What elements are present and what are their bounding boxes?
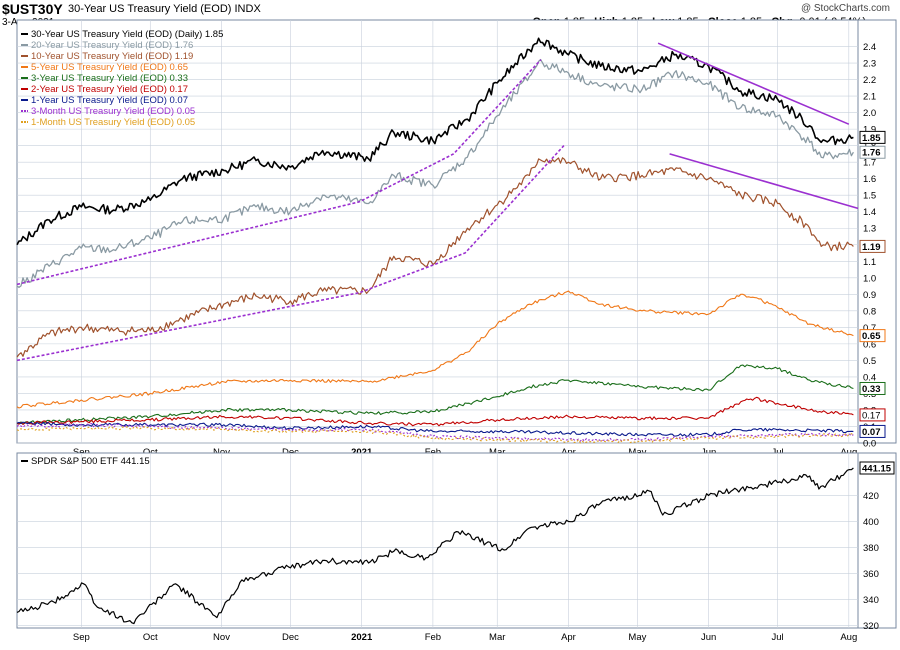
y-tick-label: 0.7 (863, 323, 876, 334)
legend: 30-Year US Treasury Yield (EOD) (Daily) … (21, 29, 223, 128)
last-value-box (859, 461, 895, 475)
last-value-box (859, 329, 886, 343)
price-axis (857, 19, 897, 444)
y-tick-label: 1.4 (863, 207, 876, 218)
y-tick-label: 2.2 (863, 75, 876, 86)
x-tick-label: Nov (213, 632, 230, 643)
last-value-label: 0.65 (862, 331, 881, 342)
trendline (16, 59, 542, 286)
series-line-y1 (16, 421, 854, 437)
y-tick-label: 420 (863, 491, 879, 502)
y-tick-label: 0.9 (863, 290, 876, 301)
legend-label-y20: 20-Year US Treasury Yield (EOD) 1.76 (31, 40, 193, 51)
last-value-box (859, 408, 886, 422)
last-value-label: 0.17 (862, 410, 881, 421)
last-value-box (859, 130, 886, 144)
y-tick-label: 400 (863, 517, 879, 528)
y-tick-label: 2.4 (863, 42, 876, 53)
x-tick-label: Apr (561, 632, 576, 643)
legend-label-y2: 2-Year US Treasury Yield (EOD) 0.17 (31, 84, 188, 95)
legend-label-y3: 3-Year US Treasury Yield (EOD) 0.33 (31, 73, 188, 84)
series-line-spy (16, 467, 854, 625)
last-value-label: 1.76 (862, 148, 881, 159)
y-tick-label: 0.4 (863, 372, 876, 383)
last-value-label: 0.33 (862, 384, 881, 395)
trendline (16, 145, 565, 362)
last-value-label: 1.85 (862, 133, 881, 144)
spy-panel: 320 340 360 380 400 420 Sep Oct Nov Dec 2021 Feb Mar… (16, 452, 897, 643)
plot-area (16, 452, 859, 629)
x-tick-label: Mar (489, 632, 505, 643)
x-tick-label: 2021 (351, 632, 373, 643)
price-axis (857, 452, 897, 629)
x-tick-label: Oct (143, 632, 158, 643)
legend-label-y1: 1-Year US Treasury Yield (EOD) 0.07 (31, 95, 188, 106)
x-tick-label: Feb (425, 632, 441, 643)
last-value-label: 0.07 (862, 427, 881, 438)
legend-label-y10: 10-Year US Treasury Yield (EOD) 1.19 (31, 51, 193, 62)
last-value-box (859, 424, 886, 438)
last-value-box (859, 381, 886, 395)
y-tick-label: 0.6 (863, 339, 876, 350)
last-value-box (859, 145, 886, 159)
last-value-label: 1.19 (862, 242, 881, 253)
y-tick-label: 320 (863, 621, 879, 632)
x-tick-label: May (628, 632, 646, 643)
series-line-y30 (16, 37, 854, 246)
x-tick-label: Sep (73, 632, 90, 643)
y-tick-label: 1.3 (863, 224, 876, 235)
y-tick-label: 0.0 (863, 439, 876, 450)
series-line-m1 (16, 426, 854, 444)
y-tick-label: 1.7 (863, 158, 876, 169)
y-tick-label: 1.6 (863, 174, 876, 185)
last-value-label: 441.15 (862, 464, 892, 475)
series-line-y3 (16, 364, 854, 425)
y-tick-label: 380 (863, 543, 879, 554)
exchange-label: INDX (234, 3, 261, 15)
x-tick-label: Jun (701, 632, 716, 643)
chart-title: 30-Year US Treasury Yield (EOD) INDX (68, 3, 261, 15)
x-tick-label: Dec (282, 632, 299, 643)
legend-label-m1: 1-Month US Treasury Yield (EOD) 0.05 (31, 117, 195, 128)
legend-label-m3: 3-Month US Treasury Yield (EOD) 0.05 (31, 106, 195, 117)
y-tick-label: 340 (863, 595, 879, 606)
series-line-y5 (16, 290, 854, 409)
y-tick-label: 1.1 (863, 257, 876, 268)
legend-label-y5: 5-Year US Treasury Yield (EOD) 0.65 (31, 62, 188, 73)
spy-title-label: SPDR S&P 500 ETF 441.15 (31, 456, 150, 467)
yield-panel: 0.00.10.20.30.40.50.60.70.80.91.01.11.21… (16, 19, 897, 458)
trendline (657, 42, 850, 125)
chart-symbol: $UST30Y (2, 1, 63, 17)
series-line-y2 (16, 396, 854, 427)
y-tick-label: 1.9 (863, 125, 876, 136)
trendline (669, 153, 859, 210)
brand-watermark: @ StockCharts.com (800, 3, 890, 14)
series-line-y20 (16, 58, 854, 288)
y-tick-label: 0.8 (863, 306, 876, 317)
security-name: 30-Year US Treasury Yield (EOD) (68, 3, 232, 15)
y-tick-label: 1.0 (863, 273, 876, 284)
x-tick-label: Aug (840, 632, 857, 643)
y-tick-label: 2.0 (863, 108, 876, 119)
series-line-y10 (16, 157, 854, 358)
y-tick-label: 2.1 (863, 92, 876, 103)
series-line-m3 (16, 422, 854, 442)
last-value-box (859, 239, 886, 253)
y-tick-label: 2.3 (863, 59, 876, 70)
y-tick-label: 360 (863, 569, 879, 580)
x-tick-label: Jul (771, 632, 783, 643)
y-tick-label: 1.5 (863, 191, 876, 202)
legend-label-y30: 30-Year US Treasury Yield (EOD) (Daily) … (31, 29, 223, 40)
y-tick-label: 0.5 (863, 356, 876, 367)
